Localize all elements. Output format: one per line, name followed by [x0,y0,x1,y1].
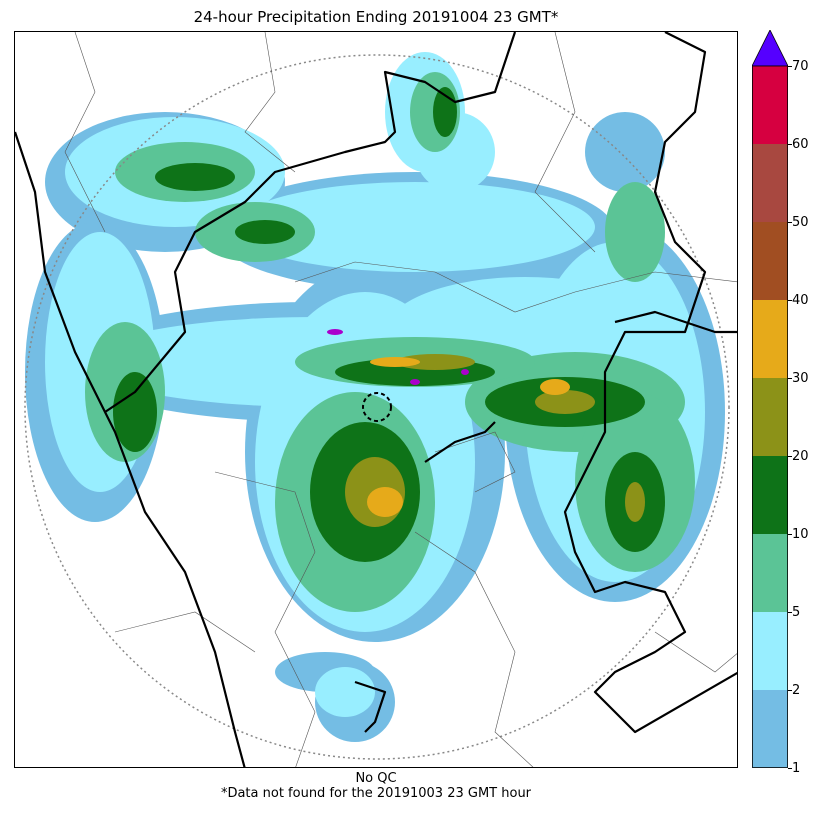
colorbar-frame [752,65,788,768]
colorbar-tick-label: 2 [792,683,801,698]
colorbar-tick-mark [788,611,792,613]
colorbar-tick-mark [788,221,792,223]
colorbar-extend-triangle [751,29,789,67]
precipitation-map-svg [15,32,737,767]
colorbar-tick-mark [788,65,792,67]
colorbar-bin [752,690,788,768]
colorbar-bin [752,378,788,456]
colorbar-tick-label: 40 [792,293,809,308]
colorbar-tick-label: 20 [792,449,809,464]
colorbar-tick-mark [788,455,792,457]
precip-layer-extreme [327,329,469,385]
colorbar-tick-mark [788,377,792,379]
colorbar-bin [752,300,788,378]
colorbar-tick-mark [788,767,792,769]
colorbar-bin [752,66,788,144]
colorbar-tick-label: 1 [792,761,801,776]
district-boundaries [64,32,737,767]
colorbar-tick-label: 30 [792,371,809,386]
colorbar-tick-label: 60 [792,137,809,152]
colorbar-bin [752,222,788,300]
colorbar-tick-label: 10 [792,527,809,542]
colorbar-bin [752,612,788,690]
colorbar-tick-label: 5 [792,605,801,620]
precip-layer-30-40 [367,357,570,517]
colorbar-tick-label: 50 [792,215,809,230]
colorbar-bin [752,456,788,534]
state-boundaries [15,32,737,767]
qc-label: No QC [355,771,397,786]
radar-map[interactable] [14,31,738,768]
colorbar-tick-mark [788,689,792,691]
colorbar-tick-mark [788,533,792,535]
radar-range-ring [24,54,730,760]
colorbar-tick-mark [788,299,792,301]
footnote: *Data not found for the 20191003 23 GMT … [220,786,532,801]
colorbar-tick-mark [788,143,792,145]
colorbar-bin [752,534,788,612]
colorbar [751,29,789,768]
colorbar-svg [751,29,789,768]
colorbar-tick-label: 70 [792,59,809,74]
map-title: 24-hour Precipitation Ending 20191004 23… [193,8,559,26]
colorbar-bin [752,144,788,222]
radar-site-circle [362,392,392,422]
